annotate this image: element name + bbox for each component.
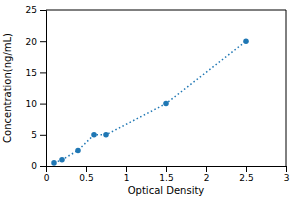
x-axis-tick-label: 0 — [44, 173, 50, 183]
y-axis-domain — [40, 11, 47, 167]
y-axis-tick-label: 0 — [31, 161, 37, 171]
y-axis-tick-mark — [40, 41, 46, 42]
data-point — [75, 148, 81, 154]
y-axis-tick-label: 5 — [31, 130, 37, 140]
y-axis: 0 5 10 15 20 25 — [26, 5, 47, 171]
data-point — [163, 101, 169, 107]
y-axis-tick: 25 — [26, 5, 46, 15]
y-axis-tick-mark — [40, 72, 46, 73]
frame-top — [46, 10, 286, 11]
data-line — [54, 41, 246, 163]
x-axis-tick: 2.5 — [239, 166, 253, 183]
y-axis-tick-label: 15 — [26, 68, 37, 78]
x-axis-tick-label: 2.5 — [239, 173, 253, 183]
y-axis-tick-mark — [40, 104, 46, 105]
x-axis-tick-mark — [246, 166, 247, 172]
chart-svg: 0 0.5 1 1.5 2 2.5 3 0 5 10 15 20 25 Optical Density Co… — [0, 0, 300, 200]
x-axis-domain — [47, 167, 287, 173]
x-axis-tick-label: 0.5 — [79, 173, 93, 183]
marks — [51, 38, 249, 165]
y-axis-tick: 20 — [26, 37, 46, 47]
data-point — [103, 132, 109, 138]
x-axis-title: Optical Density — [128, 185, 205, 196]
y-axis-tick-label: 20 — [26, 37, 38, 47]
y-axis-tick-label: 25 — [26, 5, 37, 15]
x-axis-tick: 2 — [204, 166, 210, 183]
y-axis-tick-mark — [40, 166, 46, 167]
x-axis-tick-mark — [286, 166, 287, 172]
x-axis: 0 0.5 1 1.5 2 2.5 3 — [44, 166, 290, 183]
x-axis-tick-label: 2 — [204, 173, 210, 183]
x-axis-tick-mark — [166, 166, 167, 172]
y-axis-tick: 0 — [31, 161, 46, 171]
x-axis-tick-label: 1.5 — [159, 173, 173, 183]
x-axis-tick-label: 1 — [124, 173, 130, 183]
x-axis-tick-label: 3 — [284, 173, 290, 183]
x-axis-tick-mark — [86, 166, 87, 172]
data-point — [243, 38, 249, 44]
x-axis-tick-mark — [206, 166, 207, 172]
x-axis-tick-mark — [126, 166, 127, 172]
y-axis-tick: 15 — [26, 68, 46, 78]
plot: 0 0.5 1 1.5 2 2.5 3 0 5 10 15 20 25 Optical Density Co… — [2, 5, 289, 196]
y-axis-tick: 5 — [31, 130, 46, 140]
data-point — [91, 132, 97, 138]
x-axis-tick: 1.5 — [159, 166, 173, 183]
data-point — [59, 157, 65, 163]
chart-container: 0 0.5 1 1.5 2 2.5 3 0 5 10 15 20 25 Optical Density Co… — [0, 0, 300, 200]
x-axis-tick: 0.5 — [79, 166, 93, 183]
y-axis-title: Concentration(ng/mL) — [2, 33, 13, 143]
frame-right — [286, 10, 287, 166]
y-axis-tick-label: 10 — [26, 99, 38, 109]
y-axis-tick-mark — [40, 10, 46, 11]
x-axis-tick: 0 — [44, 166, 50, 183]
y-axis-tick-mark — [40, 135, 46, 136]
y-axis-tick: 10 — [26, 99, 46, 109]
x-axis-tick: 3 — [284, 166, 290, 183]
x-axis-tick: 1 — [124, 166, 130, 183]
data-point — [51, 160, 57, 166]
